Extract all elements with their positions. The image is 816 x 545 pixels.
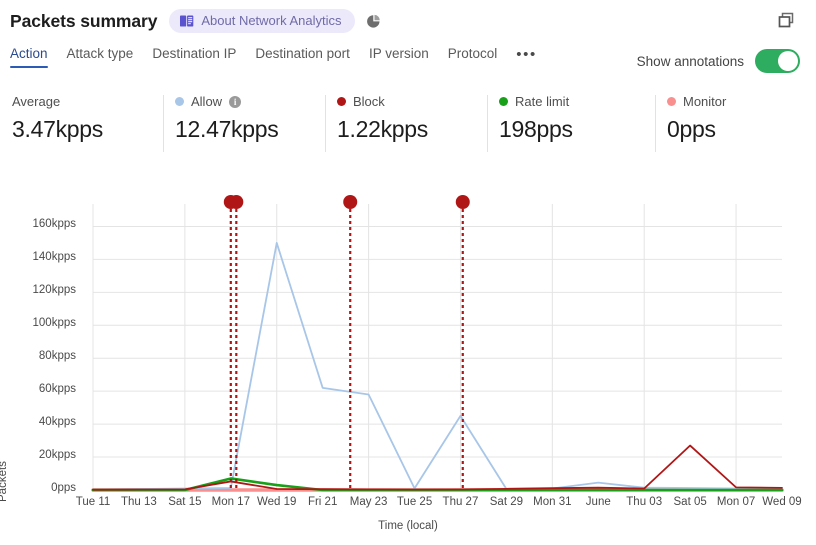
stat-rate-limit-head: Rate limit bbox=[499, 92, 655, 111]
restore-window-icon[interactable] bbox=[777, 11, 796, 30]
x-tick-label: May 23 bbox=[349, 496, 388, 508]
y-tick-label: 140kpps bbox=[32, 251, 76, 264]
stat-allow-head: Allow i bbox=[175, 92, 325, 111]
y-tick-label: 100kpps bbox=[32, 317, 76, 330]
stat-monitor: Monitor 0pps bbox=[655, 92, 815, 160]
stat-block-label: Block bbox=[353, 94, 385, 109]
x-tick-label: Sat 15 bbox=[168, 496, 202, 508]
rate-limit-legend-dot bbox=[499, 97, 508, 106]
chart-plot-area bbox=[91, 195, 784, 492]
allow-info-icon[interactable]: i bbox=[229, 95, 242, 108]
x-tick-label: Wed 19 bbox=[257, 496, 297, 508]
tab-destination-port-label: Destination port bbox=[255, 46, 350, 61]
tab-destination-port[interactable]: Destination port bbox=[255, 46, 350, 68]
y-tick-label: 20kpps bbox=[38, 449, 76, 462]
x-tick-label: Mon 17 bbox=[211, 496, 250, 508]
x-tick-label: Thu 03 bbox=[626, 496, 663, 508]
packets-timeseries-chart: Packets 160kpps 140kpps 120kpps 100kpps 80kp… bbox=[0, 160, 816, 545]
y-tick-label: 120kpps bbox=[32, 284, 76, 297]
x-tick-label: Wed 09 bbox=[762, 496, 802, 508]
tab-action-label: Action bbox=[10, 46, 48, 61]
stat-monitor-label: Monitor bbox=[683, 94, 727, 109]
about-network-analytics-badge[interactable]: About Network Analytics bbox=[169, 9, 355, 33]
panel-header: Packets summary About Network Analytics bbox=[0, 0, 816, 42]
stat-block: Block 1.22kpps bbox=[325, 92, 487, 160]
show-annotations-control: Show annotations bbox=[637, 49, 800, 73]
x-axis-title: Time (local) bbox=[378, 520, 438, 532]
x-tick-label: Sat 29 bbox=[489, 496, 524, 508]
x-tick-label: Fri 21 bbox=[307, 496, 338, 508]
x-tick-label: Thu 27 bbox=[442, 496, 479, 508]
stat-rate-limit: Rate limit 198pps bbox=[487, 92, 655, 160]
stat-rate-limit-label: Rate limit bbox=[515, 94, 570, 109]
tab-destination-ip-label: Destination IP bbox=[152, 46, 237, 61]
stat-block-value: 1.22kpps bbox=[337, 116, 428, 142]
stat-average-head: Average bbox=[12, 92, 163, 111]
x-tick-label: Mon 07 bbox=[716, 496, 756, 508]
x-tick-label: Thu 13 bbox=[121, 496, 157, 508]
y-axis-ticks: 160kpps 140kpps 120kpps 100kpps 80kpps 60kpps… bbox=[0, 160, 86, 500]
annotation-marker-dot[interactable] bbox=[343, 195, 358, 209]
x-tick-label: Tue 11 bbox=[75, 496, 111, 508]
x-tick-label: Tue 25 bbox=[396, 496, 433, 508]
tab-action[interactable]: Action bbox=[10, 46, 48, 68]
allow-legend-dot bbox=[175, 97, 184, 106]
x-tick-label: June bbox=[585, 496, 611, 508]
y-tick-label: 80kpps bbox=[38, 350, 76, 363]
stat-average-value: 3.47kpps bbox=[12, 116, 103, 142]
stat-monitor-head: Monitor bbox=[667, 92, 815, 111]
series-line-allow bbox=[92, 242, 783, 491]
annotation-marker-dot[interactable] bbox=[229, 195, 244, 209]
tab-attack-type-label: Attack type bbox=[66, 46, 134, 61]
dimension-tabs: Action Attack type Destination IP Destin… bbox=[10, 46, 537, 70]
tab-destination-ip[interactable]: Destination IP bbox=[152, 46, 236, 68]
x-axis-ticks: Tue 11 Thu 13 Sat 15 Mon 17 Wed 19 Fri 21 May … bbox=[0, 496, 816, 520]
stat-allow-label: Allow bbox=[191, 94, 223, 109]
tab-protocol[interactable]: Protocol bbox=[448, 46, 498, 68]
summary-stats: Average 3.47kpps Allow i 12.47kpps Block… bbox=[0, 92, 816, 160]
x-tick-label: Sat 05 bbox=[673, 496, 707, 508]
book-icon bbox=[180, 15, 194, 27]
dimension-tabs-row: Action Attack type Destination IP Destin… bbox=[0, 46, 816, 80]
tabs-overflow-button[interactable]: ••• bbox=[516, 46, 537, 63]
toggle-knob bbox=[778, 51, 798, 71]
stat-average-label: Average bbox=[12, 94, 61, 109]
stat-allow-value: 12.47kpps bbox=[175, 116, 279, 142]
y-tick-label: 40kpps bbox=[38, 416, 76, 429]
series-line-block bbox=[92, 444, 783, 491]
block-legend-dot bbox=[337, 97, 346, 106]
y-tick-label: 0pps bbox=[51, 482, 76, 494]
y-tick-label: 60kpps bbox=[38, 383, 76, 396]
tab-attack-type[interactable]: Attack type bbox=[67, 46, 134, 68]
about-badge-label: About Network Analytics bbox=[201, 13, 342, 28]
stat-monitor-value: 0pps bbox=[667, 116, 716, 142]
show-annotations-label: Show annotations bbox=[636, 53, 744, 69]
x-tick-label: Mon 31 bbox=[533, 496, 572, 508]
annotation-marker-dot[interactable] bbox=[455, 195, 470, 209]
monitor-legend-dot bbox=[667, 97, 676, 106]
stat-allow: Allow i 12.47kpps bbox=[163, 92, 325, 160]
page-title: Packets summary bbox=[10, 10, 158, 31]
tab-ip-version[interactable]: IP version bbox=[369, 46, 429, 68]
stat-block-head: Block bbox=[337, 92, 487, 111]
stat-average: Average 3.47kpps bbox=[0, 92, 163, 160]
y-tick-label: 160kpps bbox=[32, 218, 76, 231]
tab-protocol-label: Protocol bbox=[447, 46, 498, 61]
show-annotations-toggle[interactable] bbox=[755, 49, 800, 73]
tab-ip-version-label: IP version bbox=[368, 46, 429, 61]
pie-chart-icon[interactable] bbox=[366, 14, 381, 29]
stat-rate-limit-value: 198pps bbox=[499, 116, 573, 142]
